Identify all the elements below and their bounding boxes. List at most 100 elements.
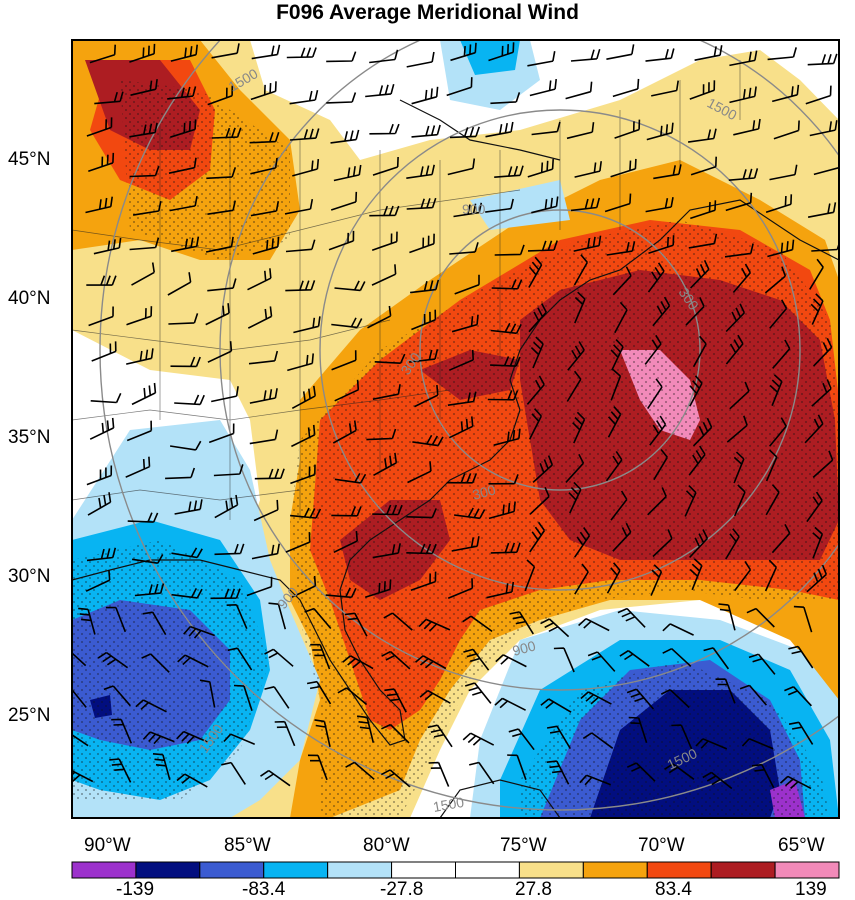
wind-barb [168,313,199,325]
wind-barb [729,381,750,410]
wind-barb [573,254,588,286]
wind-barb [788,721,814,745]
wind-barb [177,654,209,668]
colorbar-label: -83.4 [242,879,286,900]
wind-barb [131,554,164,564]
wind-barb [176,773,208,788]
wind-barb [553,647,575,673]
wind-barb [374,353,406,364]
wind-barb [86,465,113,486]
wind-barb [690,259,710,289]
wind-barb [383,612,413,631]
wind-barb [614,301,628,334]
wind-barb [169,195,198,212]
wind-barb [165,467,196,480]
wind-barb [649,415,667,446]
wind-barb [494,697,526,711]
wind-barb [292,159,320,177]
wind-barb [688,233,718,249]
wind-barb [167,272,192,296]
wind-barb [685,297,705,326]
wind-barb [765,484,780,516]
wind-barb [764,266,787,294]
wind-barb [529,486,550,515]
wind-barb [406,543,437,555]
wind-barb [764,559,778,592]
wind-barb [587,651,616,672]
wind-barb [628,716,648,744]
wind-barb [291,424,316,448]
wind-barb [573,235,602,252]
wind-barb [746,607,775,628]
wind-barb [251,44,281,60]
wind-barb [90,392,122,404]
lon-label: 75°W [500,835,547,856]
wind-barb [566,122,595,140]
wind-barb [703,647,730,670]
wind-barb [690,200,717,220]
wind-barb [365,83,395,98]
wind-barb [260,769,291,787]
wind-barb [729,50,758,67]
colorbar-box [327,861,393,879]
wind-barb [772,339,791,369]
wind-barb [287,353,314,372]
wind-barb [330,191,358,211]
wind-barb [135,699,167,713]
wind-barb [768,417,787,447]
wind-barb [447,578,474,599]
wind-barb [488,501,516,520]
wind-barb [647,378,663,410]
chart-title: F096 Average Meridional Wind [276,1,579,24]
wind-barb [310,643,331,670]
wind-barb [464,682,492,704]
wind-barb [574,291,586,324]
wind-barb [648,235,675,255]
wind-barb [326,51,357,63]
wind-barb [453,202,483,218]
wind-barb [449,242,479,255]
wind-barb [214,543,245,556]
wind-barb [647,487,667,516]
wind-barb [486,581,515,599]
wind-barb [406,164,435,179]
wind-barb [779,775,812,790]
wind-barb [233,684,253,712]
wind-barb [809,258,824,290]
wind-barb [491,279,523,290]
wind-barb [446,473,478,484]
wind-barb [769,374,783,406]
wind-barb [662,623,694,636]
wind-barb [715,678,736,704]
wind-barb [93,237,122,255]
wind-barb [769,164,798,181]
lon-label: 80°W [363,835,410,856]
wind-barb [414,655,447,670]
wind-barb [285,532,311,553]
wind-barb [284,198,314,215]
wind-barb [286,47,317,59]
wind-barb [565,81,593,100]
wind-barb [171,236,200,253]
wind-barb [109,758,132,783]
wind-barb [469,761,495,785]
wind-barb [314,719,331,747]
wind-barb [612,78,640,98]
wind-barb [771,524,791,554]
wind-barb [806,564,828,593]
wind-barb [507,754,527,780]
wind-barb [89,44,116,64]
wind-barb [574,161,602,178]
colorbar-box [518,861,584,879]
wind-barb [380,769,411,788]
colorbar-box [455,861,520,879]
wind-barb [221,761,246,785]
wind-barb [304,607,332,630]
colorbar-box [135,861,201,879]
wind-barb [250,157,278,175]
wind-barb [565,453,585,483]
wind-barb [214,494,239,519]
wind-barb [546,725,571,750]
lon-label: 70°W [638,835,685,856]
